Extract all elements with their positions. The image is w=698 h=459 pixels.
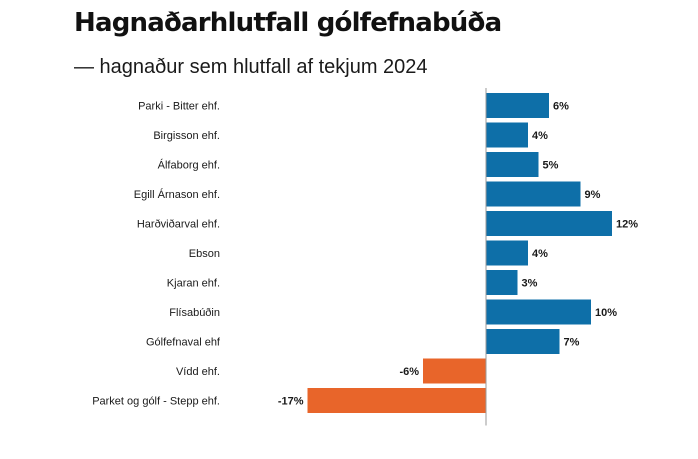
labels-layer: Parki - Bitter ehf. 6% Birgisson ehf. 4% Álf… <box>92 101 638 408</box>
category-label: Parket og gólf - Stepp ehf. <box>92 396 220 408</box>
chart-subtitle: — hagnaður sem hlutfall af tekjum 2024 <box>74 56 428 78</box>
chart-title: Hagnaðarhlutfall gólfefnabúða <box>74 8 502 38</box>
value-label: 12% <box>616 219 638 231</box>
value-label: 6% <box>553 101 569 113</box>
bar <box>486 240 528 266</box>
category-label: Harðviðarval ehf. <box>137 219 220 231</box>
category-label: Álfaborg ehf. <box>158 159 220 172</box>
category-label: Flísabúðin <box>169 307 220 319</box>
value-label: 7% <box>564 337 580 349</box>
value-label: -17% <box>278 396 304 408</box>
bar <box>486 93 549 118</box>
category-label: Birgisson ehf. <box>153 130 220 142</box>
value-label: 9% <box>585 189 601 201</box>
category-label: Egill Árnason ehf. <box>134 188 220 201</box>
bar <box>423 358 486 384</box>
category-label: Kjaran ehf. <box>167 278 220 290</box>
bar <box>486 181 581 207</box>
category-label: Vídd ehf. <box>176 366 220 378</box>
bar <box>307 388 486 413</box>
bar <box>486 122 528 148</box>
bar <box>486 152 539 177</box>
value-label: 4% <box>532 248 548 260</box>
value-label: 3% <box>522 278 538 290</box>
category-label: Ebson <box>189 248 220 260</box>
value-label: 4% <box>532 130 548 142</box>
bar <box>486 270 518 295</box>
bar <box>486 211 612 236</box>
category-label: Parki - Bitter ehf. <box>138 101 220 113</box>
bar <box>486 329 560 354</box>
bars-layer <box>307 93 612 413</box>
value-label: 10% <box>595 307 617 319</box>
category-label: Gólfefnaval ehf <box>146 337 221 349</box>
bar <box>486 299 591 325</box>
value-label: -6% <box>399 366 419 378</box>
value-label: 5% <box>543 160 559 172</box>
